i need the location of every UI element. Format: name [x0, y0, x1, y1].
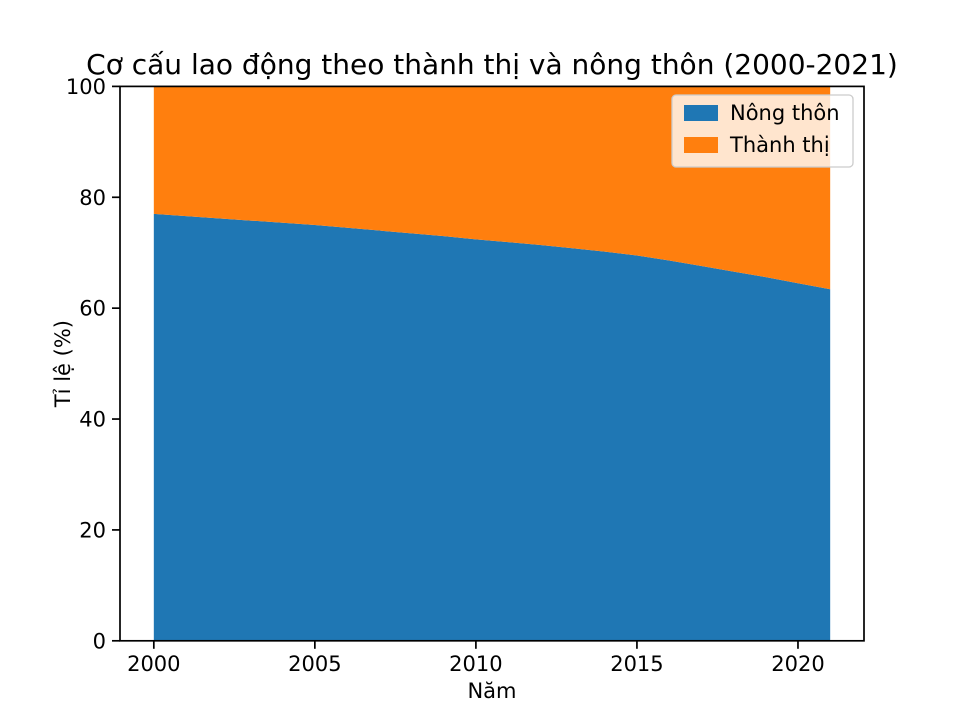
x-tick-label: 2000	[127, 652, 180, 676]
legend: Nông thôn Thành thị	[671, 94, 854, 168]
plot-areas	[153, 86, 831, 641]
legend-label-nong-thon: Nông thôn	[730, 101, 840, 125]
legend-patch-nong-thon	[684, 105, 718, 121]
y-tick-label: 40	[79, 408, 106, 432]
y-tick-label: 100	[66, 75, 106, 99]
chart-title: Cơ cấu lao động theo thành thị và nông t…	[86, 48, 898, 81]
x-tick-label: 2015	[610, 652, 663, 676]
x-axis-label: Năm	[467, 679, 516, 703]
area-series-0	[153, 213, 831, 641]
area-series-1	[153, 86, 831, 290]
y-tick-label: 80	[79, 186, 106, 210]
x-tick-label: 2020	[771, 652, 824, 676]
x-tick-label: 2010	[449, 652, 502, 676]
legend-patch-thanh-thi	[684, 137, 718, 153]
plot-border	[119, 85, 865, 642]
y-axis-label: Tỉ lệ (%)	[51, 320, 75, 408]
y-tick-label: 0	[93, 629, 106, 653]
y-tick-label: 60	[79, 297, 106, 321]
x-axis-ticks: 2000 2005 2010 2015 2020	[127, 640, 825, 676]
legend-label-thanh-thi: Thành thị	[729, 133, 830, 157]
y-axis-ticks: 0 20 40 60 80 100	[66, 75, 120, 653]
x-tick-label: 2005	[288, 652, 341, 676]
y-tick-label: 20	[79, 518, 106, 542]
